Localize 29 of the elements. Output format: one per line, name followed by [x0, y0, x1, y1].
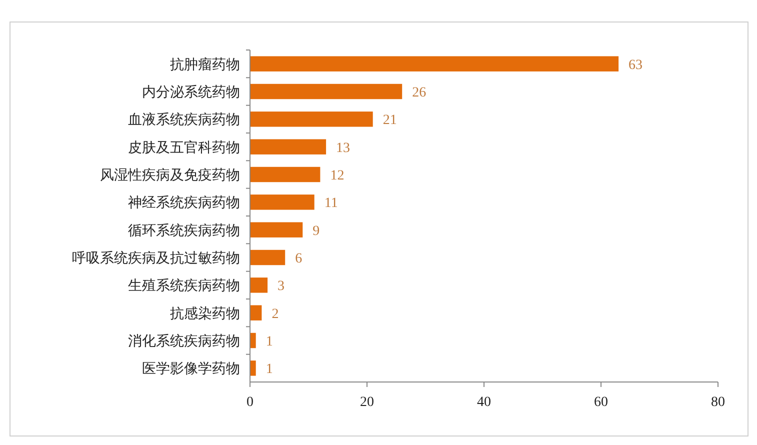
data-label: 11 — [324, 196, 338, 212]
data-label: 63 — [628, 58, 643, 73]
data-label: 1 — [266, 334, 273, 350]
y-tick-label: 抗肿瘤药物 — [170, 56, 240, 73]
data-label: 21 — [382, 113, 397, 128]
y-tick-label: 循环系统疾病药物 — [128, 222, 240, 239]
y-tick-label: 医学影像学药物 — [142, 361, 240, 378]
y-tick-label: 呼吸系统疾病及抗过敏药物 — [72, 250, 240, 266]
y-tick-label: 血液系统疾病药物 — [128, 112, 240, 128]
data-label: 2 — [272, 306, 279, 322]
y-tick-label: 皮肤及五官科药物 — [128, 140, 240, 156]
data-label: 26 — [412, 86, 426, 100]
y-tick-label: 内分泌系统药物 — [142, 84, 240, 100]
x-tick-label: 0 — [246, 395, 254, 410]
y-tick-label: 生殖系统疾病药物 — [128, 278, 240, 294]
y-tick-label: 消化系统疾病药物 — [128, 334, 240, 350]
y-tick-label: 神经系统疾病药物 — [128, 195, 240, 212]
x-tick-label: 20 — [360, 395, 374, 410]
data-label: 1 — [266, 362, 273, 378]
y-tick-label: 抗感染药物 — [170, 306, 240, 322]
data-label: 13 — [336, 140, 350, 156]
x-tick-label: 80 — [711, 395, 725, 410]
data-label: 9 — [312, 224, 320, 239]
y-tick-label: 风湿性疾病及免疫药物 — [100, 168, 240, 184]
data-label: 12 — [330, 168, 344, 184]
x-tick-label: 60 — [594, 395, 608, 410]
data-label: 6 — [295, 252, 302, 266]
x-tick-label: 40 — [477, 395, 491, 410]
data-label: 3 — [278, 279, 285, 294]
